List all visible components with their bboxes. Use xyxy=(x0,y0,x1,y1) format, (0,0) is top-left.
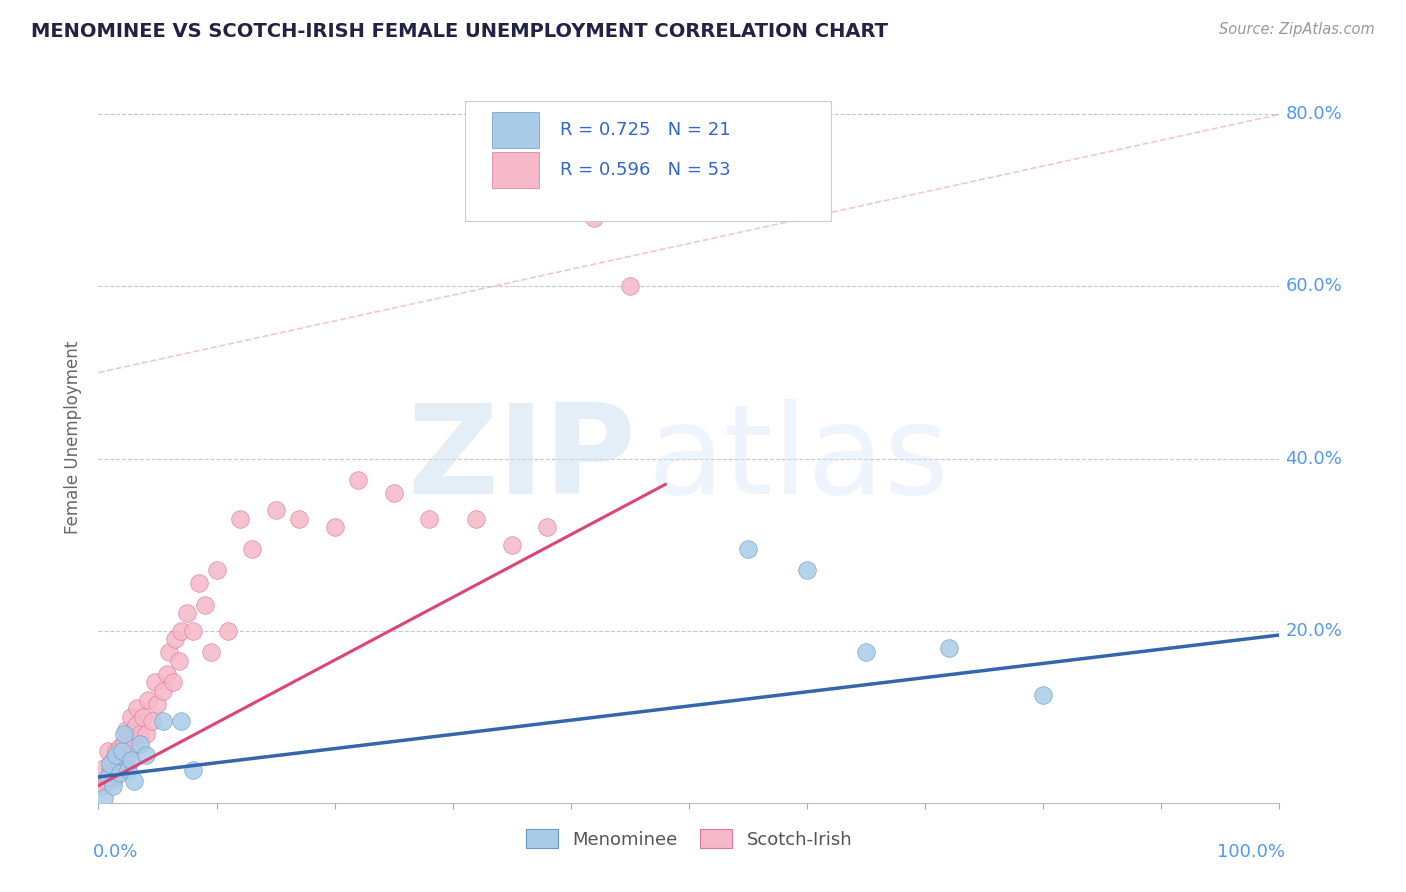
Point xyxy=(176,607,198,621)
Point xyxy=(181,763,204,777)
Point xyxy=(152,684,174,698)
FancyBboxPatch shape xyxy=(464,101,831,221)
Text: ZIP: ZIP xyxy=(408,399,636,519)
Point xyxy=(132,710,155,724)
Text: R = 0.596   N = 53: R = 0.596 N = 53 xyxy=(560,161,731,179)
Legend: Menominee, Scotch-Irish: Menominee, Scotch-Irish xyxy=(519,822,859,856)
Point xyxy=(157,645,180,659)
Point xyxy=(105,748,128,763)
Text: 40.0%: 40.0% xyxy=(1285,450,1343,467)
Point xyxy=(583,211,606,225)
Point xyxy=(97,744,120,758)
Text: 80.0%: 80.0% xyxy=(1285,105,1343,123)
Point xyxy=(101,753,124,767)
Point xyxy=(619,279,641,293)
Text: atlas: atlas xyxy=(648,399,949,519)
Point xyxy=(200,645,222,659)
Point xyxy=(136,692,159,706)
Text: Source: ZipAtlas.com: Source: ZipAtlas.com xyxy=(1219,22,1375,37)
Point xyxy=(135,748,157,763)
Text: MENOMINEE VS SCOTCH-IRISH FEMALE UNEMPLOYMENT CORRELATION CHART: MENOMINEE VS SCOTCH-IRISH FEMALE UNEMPLO… xyxy=(31,22,889,41)
FancyBboxPatch shape xyxy=(492,152,538,188)
Point xyxy=(121,710,143,724)
Point xyxy=(141,714,163,728)
Point xyxy=(128,737,150,751)
Point xyxy=(170,624,193,638)
Point xyxy=(122,739,145,754)
Text: 20.0%: 20.0% xyxy=(1285,622,1343,640)
Point xyxy=(194,598,217,612)
Point xyxy=(91,779,114,793)
Point xyxy=(382,486,405,500)
Point xyxy=(96,774,118,789)
Point xyxy=(112,727,135,741)
Text: 0.0%: 0.0% xyxy=(93,843,138,861)
Point xyxy=(796,564,818,578)
Point xyxy=(135,727,157,741)
Text: 60.0%: 60.0% xyxy=(1285,277,1343,295)
Point xyxy=(111,757,134,772)
Text: 100.0%: 100.0% xyxy=(1218,843,1285,861)
Point xyxy=(93,761,115,775)
Point xyxy=(105,765,128,780)
Point xyxy=(120,731,142,746)
Point xyxy=(128,727,150,741)
Point xyxy=(98,763,121,777)
Point xyxy=(501,538,523,552)
Point xyxy=(112,735,135,749)
Point xyxy=(855,645,877,659)
Point xyxy=(187,576,209,591)
Point xyxy=(143,675,166,690)
Point xyxy=(170,714,193,728)
Point xyxy=(229,512,252,526)
Point xyxy=(347,473,370,487)
Point xyxy=(93,791,115,805)
Point xyxy=(125,718,148,732)
Point xyxy=(117,748,139,763)
Point xyxy=(465,512,488,526)
Point xyxy=(97,770,120,784)
Point xyxy=(1032,688,1054,702)
Point xyxy=(105,744,128,758)
Point xyxy=(103,772,125,786)
Point xyxy=(323,520,346,534)
Point xyxy=(737,541,759,556)
Point xyxy=(418,512,440,526)
Point xyxy=(152,714,174,728)
Point xyxy=(181,624,204,638)
Point xyxy=(117,763,139,777)
Point xyxy=(111,744,134,758)
Y-axis label: Female Unemployment: Female Unemployment xyxy=(65,341,83,533)
Point xyxy=(205,564,228,578)
Point xyxy=(938,640,960,655)
Point xyxy=(156,666,179,681)
Point xyxy=(217,624,239,638)
Point xyxy=(121,753,143,767)
Point xyxy=(165,632,187,647)
Point xyxy=(101,779,124,793)
Point xyxy=(288,512,311,526)
Point xyxy=(240,541,263,556)
Point xyxy=(122,774,145,789)
Point xyxy=(127,701,149,715)
Point xyxy=(108,765,131,780)
Point xyxy=(167,654,190,668)
Text: R = 0.725   N = 21: R = 0.725 N = 21 xyxy=(560,121,731,139)
Point xyxy=(162,675,184,690)
FancyBboxPatch shape xyxy=(492,112,538,148)
Point xyxy=(146,697,169,711)
Point xyxy=(264,503,287,517)
Point xyxy=(108,739,131,754)
Point xyxy=(114,723,136,737)
Point xyxy=(98,757,121,772)
Point xyxy=(536,520,558,534)
